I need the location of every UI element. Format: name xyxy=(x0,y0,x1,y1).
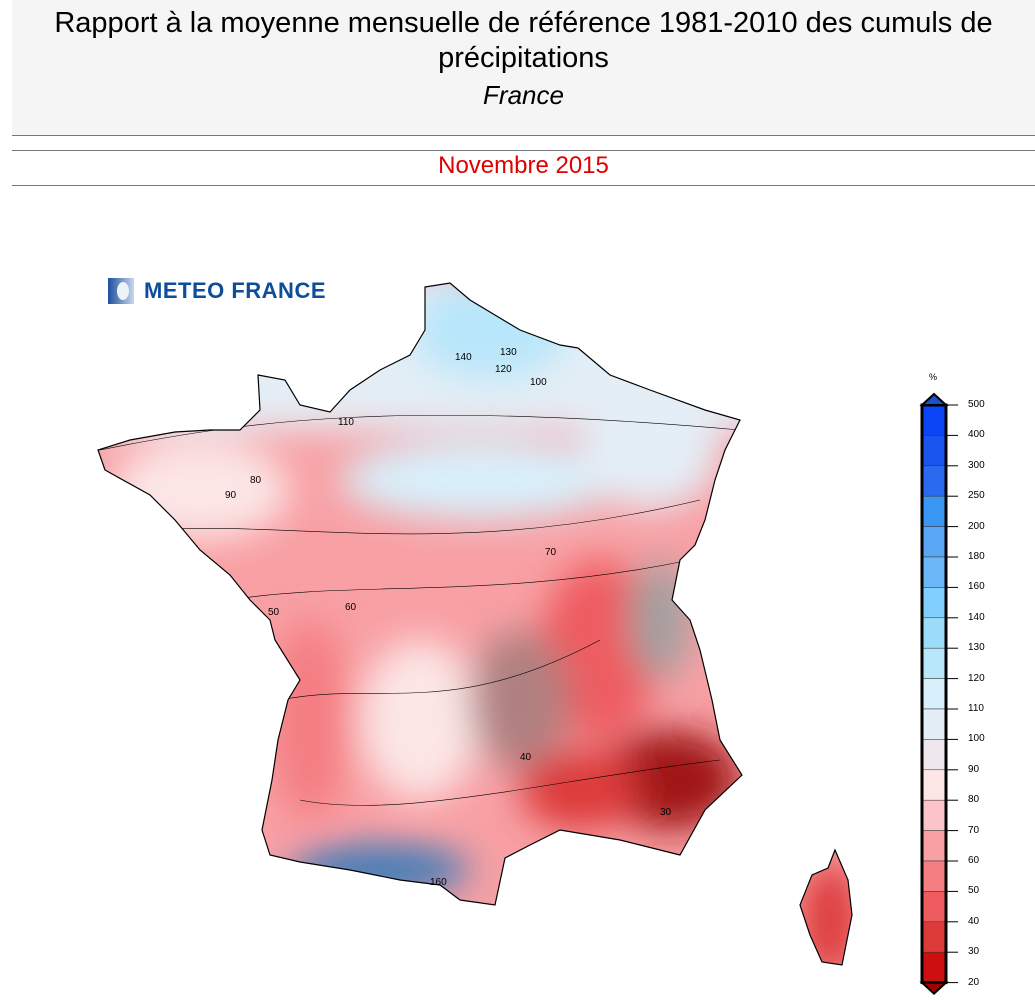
contour-label: 160 xyxy=(430,877,447,888)
legend-tick-label: 200 xyxy=(968,520,985,532)
legend-tick-label: 110 xyxy=(968,703,984,714)
contour-label: 140 xyxy=(455,352,472,363)
legend-tick-label: 50 xyxy=(968,885,980,897)
legend-swatch xyxy=(921,891,947,923)
legend-tick-label: 70 xyxy=(968,824,980,836)
page-title: Rapport à la moyenne mensuelle de référe… xyxy=(54,7,993,74)
legend-tick-label: 90 xyxy=(968,763,980,775)
contour-label: 30 xyxy=(660,807,672,818)
legend-tick-label: 130 xyxy=(968,642,985,654)
legend-swatch xyxy=(921,678,947,710)
contour-label: 40 xyxy=(520,752,532,763)
france-outline xyxy=(97,282,853,966)
contour-label-group: 140 130 120 100 110 90 80 70 60 50 40 30… xyxy=(225,347,672,888)
legend-tick-label: 140 xyxy=(968,611,985,623)
legend-top-arrow xyxy=(919,392,949,406)
contour-label: 120 xyxy=(495,364,512,375)
legend-swatch xyxy=(921,739,947,771)
legend-tick-label: 60 xyxy=(968,855,980,866)
legend-unit: % xyxy=(929,372,938,382)
legend-swatch xyxy=(921,495,947,527)
header-panel xyxy=(12,0,1035,136)
legend-swatch xyxy=(921,921,947,953)
legend-swatch xyxy=(921,799,947,831)
legend-swatch xyxy=(921,526,947,558)
legend-tick-label: 80 xyxy=(968,794,980,806)
legend-swatch xyxy=(921,860,947,892)
contour-label: 130 xyxy=(500,347,517,358)
legend-tick-label: 500 xyxy=(968,399,985,410)
legend-swatch xyxy=(921,708,947,740)
divider xyxy=(12,185,1035,186)
legend-swatch xyxy=(921,587,947,619)
legend-tick-label: 160 xyxy=(968,581,985,593)
legend-swatch xyxy=(921,647,947,679)
logo-icon xyxy=(108,278,134,304)
region-subtitle: France xyxy=(483,80,564,110)
legend-tick-label: 250 xyxy=(968,490,985,502)
legend-bottom-arrow xyxy=(919,981,949,995)
contour-label: 60 xyxy=(345,602,357,613)
contour-label: 50 xyxy=(268,607,280,618)
contour-label: 110 xyxy=(338,417,354,428)
contour-label: 80 xyxy=(250,475,262,486)
legend-swatch xyxy=(921,465,947,497)
legend-tick-label: 120 xyxy=(968,672,985,684)
legend-swatch xyxy=(921,435,947,467)
meteo-france-logo: METEO FRANCE xyxy=(108,278,326,304)
legend-tick-label: 30 xyxy=(968,946,980,958)
map-fill xyxy=(98,283,852,965)
legend-tick-label: 400 xyxy=(968,429,985,441)
contour-lines xyxy=(99,414,741,806)
legend-tick-label: 300 xyxy=(968,459,985,471)
contour-label: 100 xyxy=(530,377,547,388)
divider xyxy=(12,150,1035,151)
legend-tick-label: 40 xyxy=(968,915,980,927)
legend-tick-label: 20 xyxy=(968,976,980,988)
legend-swatch xyxy=(921,556,947,588)
legend-swatch xyxy=(921,404,947,436)
period-label: Novembre 2015 xyxy=(438,152,609,179)
legend-swatch xyxy=(921,830,947,862)
logo-text: METEO FRANCE xyxy=(144,278,326,303)
legend-tick-label: 100 xyxy=(968,733,985,745)
color-legend xyxy=(919,392,958,995)
legend-tick-label: 180 xyxy=(968,551,985,562)
legend-swatch xyxy=(921,617,947,649)
contour-label: 90 xyxy=(225,490,237,501)
legend-swatch xyxy=(921,951,947,983)
contour-label: 70 xyxy=(545,547,557,558)
legend-swatch xyxy=(921,769,947,801)
